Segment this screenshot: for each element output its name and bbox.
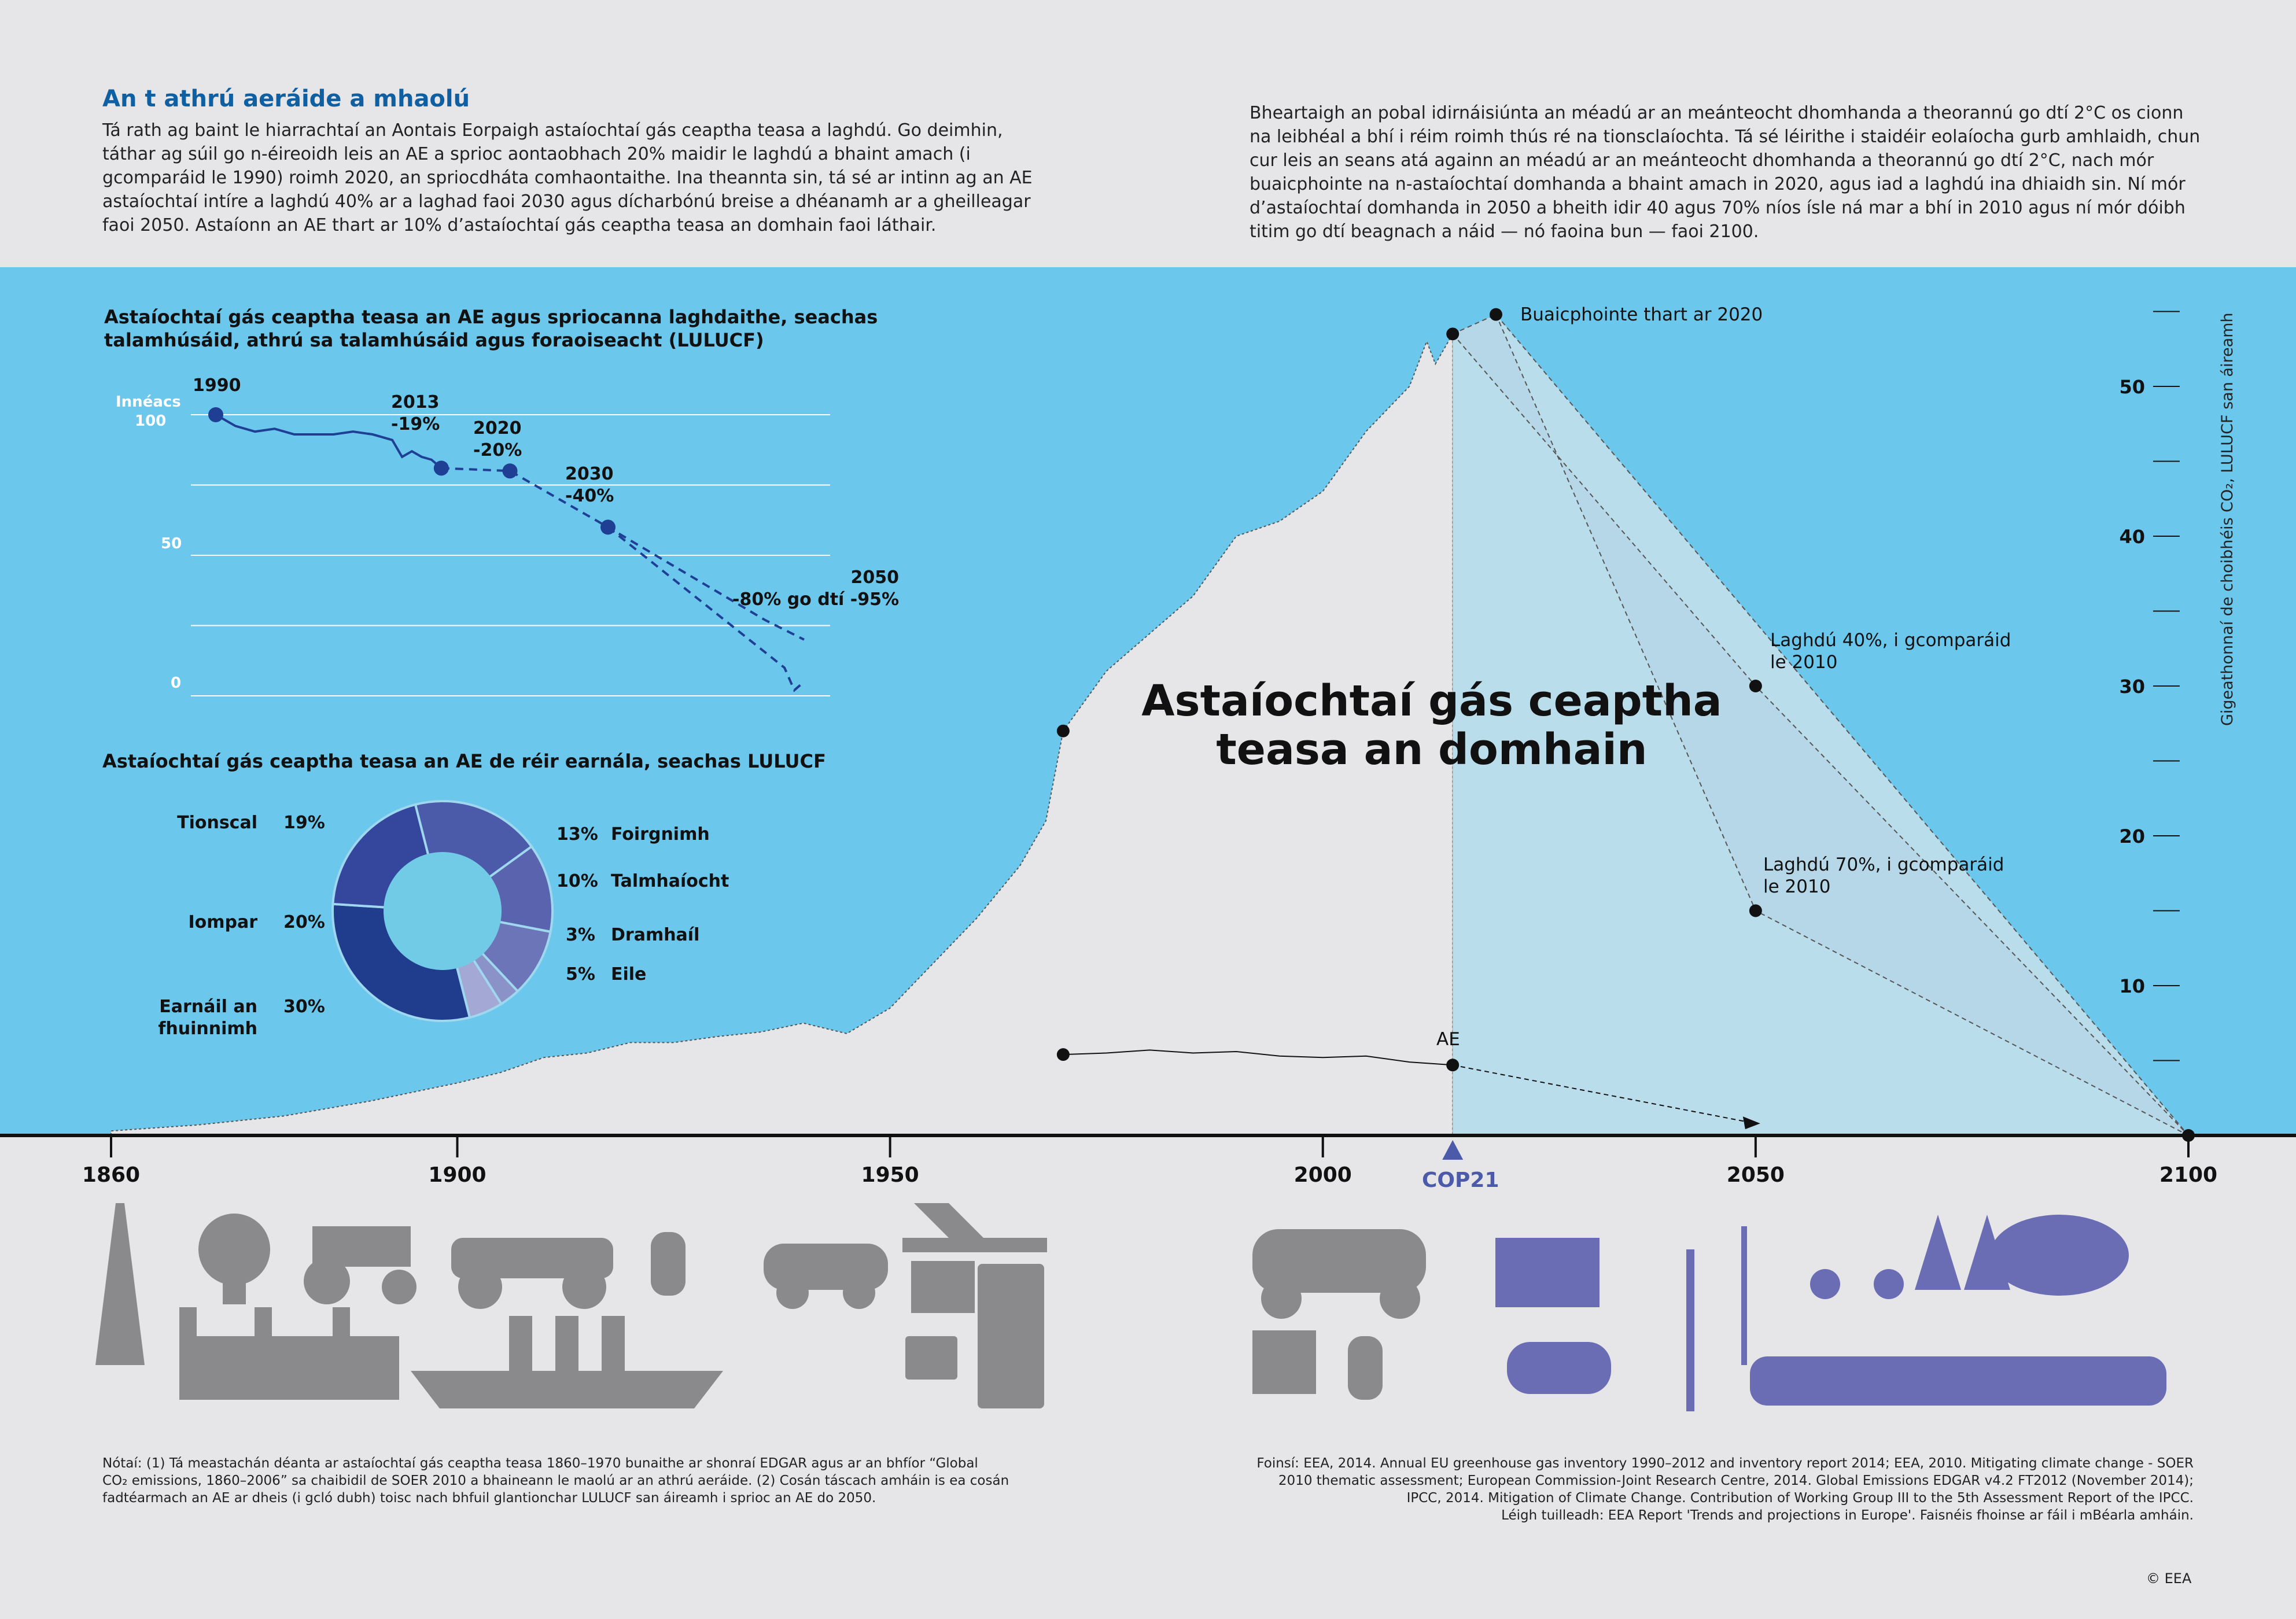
x-tick-label: 1950 [861,1163,919,1187]
shopping-cart-icon [911,1261,975,1313]
eu-projection-arrowhead [1742,1116,1760,1130]
eu-index-chart-title: Astaíochtaí gás ceaptha teasa an AE agus… [104,306,878,351]
eu-target-dot [208,407,223,422]
electric-car-icon [1507,1342,1611,1394]
eu-ytick-0: 0 [171,674,182,692]
donut-hole [384,852,502,970]
cart-coins-icon [1252,1330,1383,1400]
x-tick-label: 2100 [2159,1163,2217,1187]
slice-label-tionscal: Tionscal [177,813,257,833]
vintage-car-icon [451,1238,613,1309]
sources: Foinsí: EEA, 2014. Annual EU greenhouse … [1256,1456,2194,1523]
eu-label-2050: 2050 -80% go dtí -95% [732,567,900,610]
eu-emissions-line [1063,1049,1453,1066]
slice-label-iompar: Iompar [188,912,257,932]
eco-house-icon [1990,1215,2129,1296]
slice-label-eile: Eile [611,964,647,984]
marker-40pct [1749,680,1762,692]
eu-label-2030: 2030 -40% [565,464,614,506]
slice-pct-tionscal: 19% [283,813,325,833]
footnote: Nótaí: (1) Tá meastachán déanta ar astaí… [102,1456,1009,1506]
eu-ytick-100: 100 [135,412,167,430]
marker-peak [1490,308,1502,321]
eu-ytick-50: 50 [161,535,182,552]
train-icon [1750,1356,2166,1406]
slice-label-foirgnimh: Foirgnimh [611,824,710,844]
marker-eu-2015 [1446,1059,1460,1072]
marker-2015 [1446,327,1460,341]
ship-icon [411,1316,723,1408]
factory-icon [179,1307,399,1400]
fridge-icon [978,1264,1044,1408]
icon-strip [95,1203,2166,1411]
slice-pct-iompar: 20% [283,912,325,932]
suv-icon [1252,1229,1426,1319]
coins-icon [651,1232,686,1296]
marker-eu-1970 [1056,1048,1070,1061]
eu-label-1990: 1990 [193,375,241,396]
car-icon [764,1244,888,1309]
x-tick-label: 1860 [82,1163,140,1187]
reduce40-annotation: Laghdú 40%, i gcomparáid le 2010 [1770,630,2011,673]
intro-left-text: Tá rath ag baint le hiarrachtaí an Aonta… [102,120,1033,235]
cop21-marker-icon [1442,1140,1464,1160]
light-bulb-icon [198,1214,270,1304]
tractor-icon [304,1226,417,1304]
eu-target-dot [600,519,616,535]
reduce70-annotation: Laghdú 70%, i gcomparáid le 2010 [1763,854,2004,897]
y-tick-label: 20 [2119,825,2145,847]
television-icon [905,1336,957,1380]
x-tick-label: 2050 [1727,1163,1785,1187]
slice-pct-eile: 5% [566,964,595,984]
y-tick-label: 50 [2119,376,2145,398]
intro-title: An t athrú aeráide a mhaolú [102,86,470,112]
y-tick-label: 40 [2119,526,2145,548]
intro-right-text: Bheartaigh an pobal idirnáisiúnta an méa… [1250,103,2201,242]
peak-annotation: Buaicphointe thart ar 2020 [1520,304,1763,325]
eu-target-dot [433,460,449,476]
slice-pct-dramhail: 3% [566,925,595,945]
copyright: © EEA [2146,1570,2192,1587]
slice-pct-fuinnimh: 30% [283,997,325,1017]
projection-area-low [1453,314,2188,1136]
eu-label-2013: 2013 -19% [391,392,440,434]
eu-target-path-low [607,526,805,692]
slice-label-talmhaiocht: Talmhaíocht [611,871,729,891]
world-emissions-area [110,331,1454,1136]
slice-label-dramhail: Dramhaíl [611,925,700,945]
airplane-icon [902,1203,1047,1252]
wind-turbine-icon [1686,1226,1747,1411]
eu-label-2020: 2020 -20% [473,418,522,460]
marker-1970 [1056,724,1070,737]
y-tick-label: 30 [2119,676,2145,698]
slice-pct-foirgnimh: 13% [557,824,598,844]
world-chart-title: Astaíochtaí gás ceaptha teasa an domhain [1141,676,1722,775]
projection-area [1453,314,2188,1136]
marker-70pct [1749,904,1762,917]
cop21-label: COP21 [1422,1168,1499,1192]
projection-top-line [1452,314,2189,1136]
eu-index-ylabel: Innéacs [116,393,181,411]
cyclists-icon [1810,1269,1904,1299]
x-tick-label: 1900 [428,1163,486,1187]
oil-derrick-icon [95,1203,145,1365]
x-tick-label: 2000 [1294,1163,1352,1187]
slice-pct-talmhaiocht: 10% [557,871,598,891]
y-tick-label: 10 [2119,975,2145,997]
solar-panel-icon [1495,1238,1600,1307]
eu-index-line [215,414,443,469]
eu-annotation: AE [1436,1029,1460,1050]
eu-projection-line [1453,1064,1756,1124]
sector-chart-title: Astaíochtaí gás ceaptha teasa an AE de r… [102,750,826,772]
slice-label-fuinnimh: Earnáil an fhuinnimh [158,997,257,1039]
eu-target-dot [502,463,518,479]
